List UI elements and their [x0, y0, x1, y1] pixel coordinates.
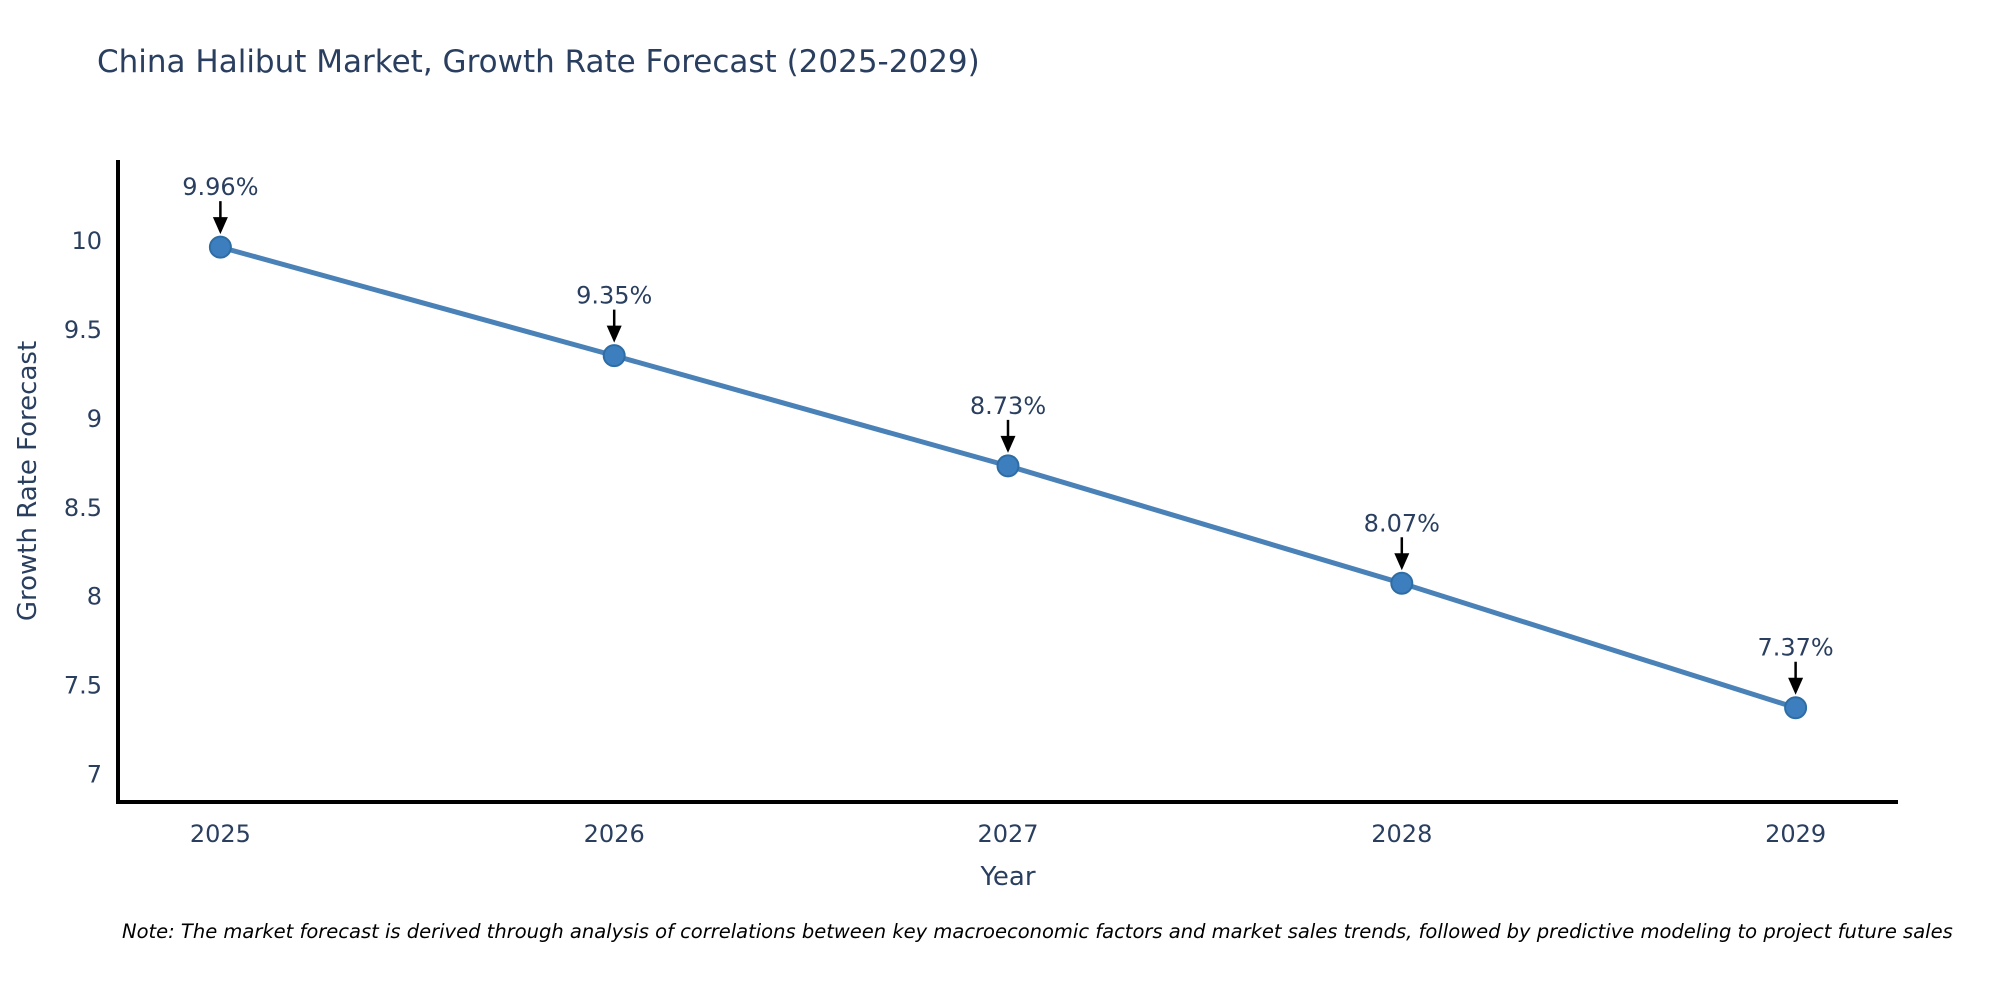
data-point-marker[interactable] [1390, 571, 1414, 595]
y-axis-title: Growth Rate Forecast [13, 340, 43, 622]
y-tick-label: 9 [87, 405, 102, 433]
chart-title: China Halibut Market, Growth Rate Foreca… [97, 44, 980, 80]
forecast-line [217, 244, 1799, 711]
x-tick-label: 2027 [977, 820, 1038, 848]
data-label: 9.35% [576, 282, 652, 310]
annotation-arrowhead [1394, 553, 1410, 571]
data-point-marker[interactable] [602, 344, 626, 368]
data-label: 8.73% [970, 392, 1046, 420]
y-tick-label: 8 [87, 583, 102, 611]
x-tick-label: 2028 [1371, 820, 1432, 848]
x-axis-title: Year [980, 862, 1036, 892]
annotation-arrowhead [1788, 677, 1804, 695]
data-label: 8.07% [1364, 509, 1440, 537]
data-point-marker[interactable] [1784, 696, 1808, 720]
annotation-arrowhead [606, 325, 622, 343]
y-tick-label: 8.5 [64, 494, 102, 522]
footnote: Note: The market forecast is derived thr… [122, 920, 1953, 943]
y-tick-label: 7.5 [64, 672, 102, 700]
annotation-arrowhead [212, 217, 228, 235]
annotation-arrowhead [1000, 435, 1016, 453]
y-tick-label: 7 [87, 761, 102, 789]
data-point-marker[interactable] [208, 235, 232, 259]
x-tick-label: 2025 [190, 820, 251, 848]
data-label: 9.96% [182, 173, 258, 201]
y-tick-label: 10 [71, 227, 102, 255]
x-tick-label: 2029 [1765, 820, 1826, 848]
y-tick-label: 9.5 [64, 316, 102, 344]
data-point-marker[interactable] [996, 454, 1020, 478]
data-label: 7.37% [1757, 634, 1833, 662]
x-tick-label: 2026 [584, 820, 645, 848]
